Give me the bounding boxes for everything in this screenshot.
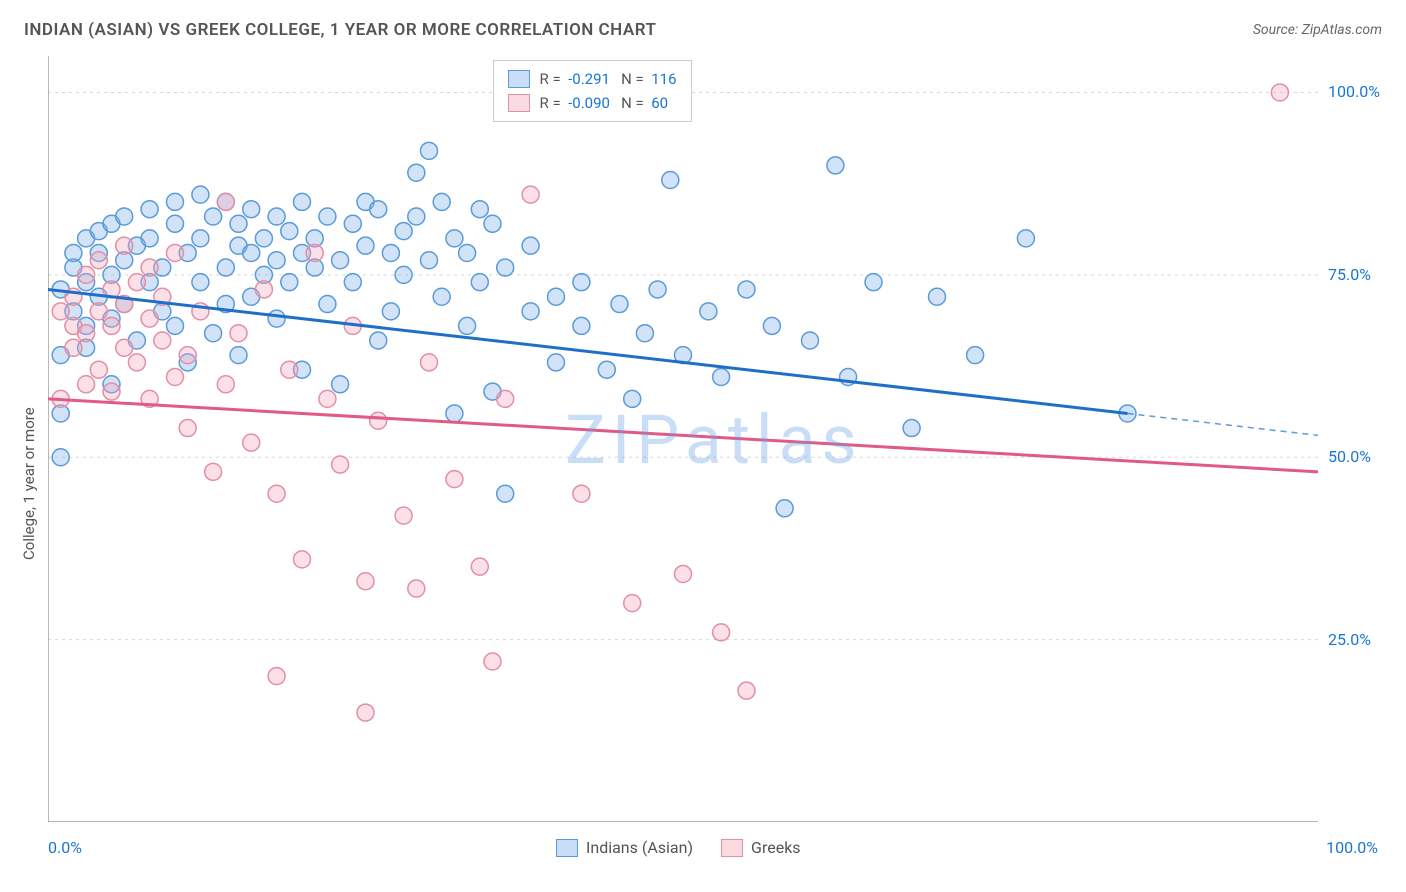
series-legend-label: Indians (Asian): [586, 838, 693, 857]
legend-swatch-icon: [508, 70, 530, 88]
source-label: Source: ZipAtlas.com: [1253, 22, 1382, 38]
y-axis-label: College, 1 year or more: [20, 407, 38, 560]
y-tick-label: 75.0%: [1328, 265, 1371, 284]
x-axis-max-label: 100.0%: [1326, 838, 1378, 857]
series-legend-item: Greeks: [721, 838, 801, 857]
correlation-legend: R = -0.291 N = 116R = -0.090 N = 60: [493, 60, 692, 122]
x-axis-min-label: 0.0%: [48, 838, 82, 857]
legend-row: R = -0.291 N = 116: [508, 67, 677, 91]
series-legend-label: Greeks: [751, 838, 801, 857]
legend-swatch-icon: [556, 839, 578, 857]
legend-swatch-icon: [721, 839, 743, 857]
series-legend: Indians (Asian) Greeks: [556, 838, 801, 857]
legend-text: R = -0.090 N = 60: [540, 91, 669, 115]
legend-text: R = -0.291 N = 116: [540, 67, 677, 91]
y-tick-label: 50.0%: [1328, 447, 1371, 466]
y-tick-label: 100.0%: [1328, 82, 1380, 101]
series-legend-item: Indians (Asian): [556, 838, 693, 857]
scatter-plot: [48, 56, 1318, 822]
y-tick-label: 25.0%: [1328, 630, 1371, 649]
legend-row: R = -0.090 N = 60: [508, 91, 677, 115]
legend-swatch-icon: [508, 94, 530, 112]
chart-title: INDIAN (ASIAN) VS GREEK COLLEGE, 1 YEAR …: [24, 20, 656, 40]
